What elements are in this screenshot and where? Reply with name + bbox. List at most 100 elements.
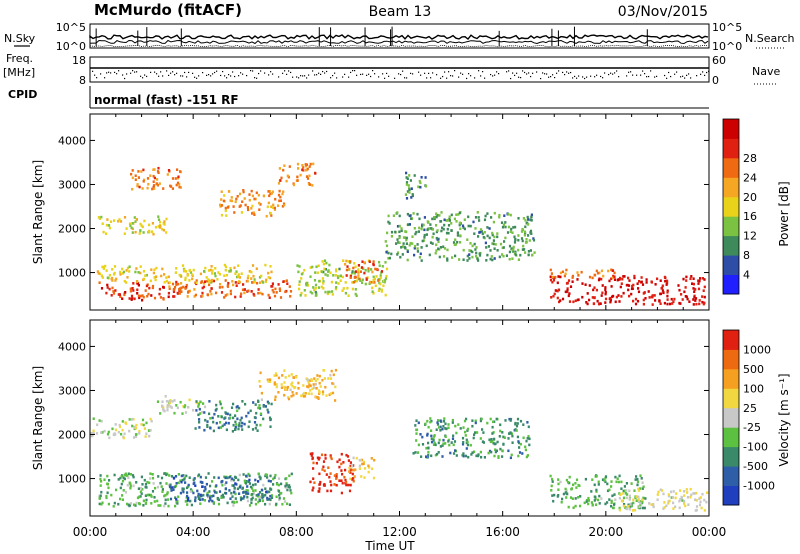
heatmap-cell [150,294,153,297]
heatmap-cell [603,479,606,482]
heatmap-cell [135,218,138,221]
heatmap-cell [199,475,202,479]
heatmap-cell [92,417,95,420]
heatmap-cell [280,176,283,180]
heatmap-cell [328,263,331,267]
heatmap-cell [154,486,157,490]
heatmap-cell [622,291,625,295]
heatmap-cell [273,294,277,298]
heatmap-cell [205,276,208,279]
heatmap-cell [122,489,125,492]
heatmap-cell [587,496,590,500]
heatmap-cell [628,494,631,498]
heatmap-cell [313,377,316,380]
nave-dot [104,77,106,79]
heatmap-cell [229,199,232,202]
heatmap-cell [693,492,696,495]
heatmap-cell [315,461,318,465]
heatmap-cell [314,286,317,290]
heatmap-cell [231,484,234,487]
heatmap-cell [254,483,257,486]
heatmap-cell [272,290,275,294]
heatmap-cell [164,498,167,502]
heatmap-cell [475,246,478,249]
heatmap-cell [507,212,510,216]
heatmap-cell [296,264,299,267]
heatmap-cell [372,292,375,295]
heatmap-cell [346,455,350,458]
heatmap-cell [324,290,327,294]
heatmap-cell [255,494,258,497]
heatmap-cell [473,232,476,235]
heatmap-cell [517,441,521,445]
heatmap-cell [176,406,179,410]
heatmap-cell [593,483,596,487]
colorbar-segment [723,485,739,506]
heatmap-cell [329,271,332,275]
heatmap-cell [678,288,681,292]
heatmap-cell [622,504,625,508]
nave-dot [176,72,178,74]
heatmap-cell [659,302,662,305]
heatmap-cell [581,282,584,285]
heatmap-cell [131,222,134,225]
heatmap-cell [97,216,100,219]
heatmap-cell [499,242,503,246]
nave-dot [286,73,288,75]
heatmap-cell [510,453,513,457]
heatmap-cell [551,494,554,497]
heatmap-cell [357,274,360,277]
heatmap-cell [168,474,171,477]
heatmap-cell [161,404,164,408]
heatmap-cell [527,435,530,438]
heatmap-cell [132,417,135,421]
heatmap-cell [422,239,426,242]
heatmap-cell [155,266,158,270]
heatmap-cell [502,223,505,227]
heatmap-cell [277,391,280,394]
heatmap-cell [471,244,474,248]
heatmap-cell [638,489,641,492]
heatmap-cell [304,294,307,297]
heatmap-cell [268,416,272,420]
heatmap-cell [192,491,195,495]
heatmap-cell [305,168,308,172]
heatmap-cell [142,269,146,273]
heatmap-cell [592,288,595,292]
y-tick-label: 2000 [58,429,86,442]
heatmap-cell [638,505,641,509]
heatmap-cell [361,462,364,466]
heatmap-cell [303,391,306,395]
nave-dot [228,74,230,76]
heatmap-cell [528,437,531,441]
heatmap-cell [348,470,351,473]
colorbar-segment [723,255,739,275]
heatmap-cell [181,478,184,482]
heatmap-cell [314,172,317,175]
heatmap-cell [302,384,305,387]
heatmap-cell [496,440,499,444]
heatmap-cell [312,467,315,470]
heatmap-cell [471,255,474,259]
heatmap-cell [185,496,188,499]
heatmap-cell [532,237,535,240]
heatmap-cell [234,295,237,299]
heatmap-cell [508,244,512,248]
nave-dot [144,74,146,76]
heatmap-cell [175,280,178,284]
heatmap-cell [205,482,208,486]
heatmap-cell [650,281,653,284]
heatmap-cell [109,220,113,223]
heatmap-cell [462,226,465,229]
heatmap-cell [378,287,381,291]
heatmap-cell [414,424,417,427]
heatmap-cell [230,196,233,199]
nave-dot [314,74,316,76]
nave-dot [424,72,426,74]
heatmap-cell [556,296,559,300]
heatmap-cell [220,415,223,419]
heatmap-cell [180,480,183,484]
heatmap-cell [427,446,430,450]
heatmap-cell [520,230,524,233]
heatmap-cell [187,496,190,500]
